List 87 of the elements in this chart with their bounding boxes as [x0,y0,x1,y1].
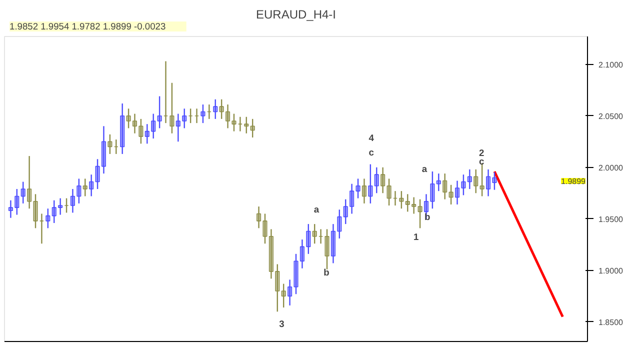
annotation: a [422,164,428,174]
candlestick [182,108,187,129]
candlestick [76,178,82,204]
candlestick [424,194,429,220]
candlestick [8,200,13,218]
candlestick [492,172,497,190]
candlestick [157,96,162,129]
candlestick [374,166,379,194]
candlestick [144,123,150,144]
candlestick [442,172,448,200]
annotation: a [314,204,320,214]
candlestick [275,264,280,312]
candlestick [281,283,286,308]
annotation: 3 [279,319,284,329]
y-tick-label: 2.0500 [598,112,624,121]
candlestick [95,158,100,190]
candlestick [126,108,131,129]
y-tick-label: 1.9500 [598,214,624,224]
candlestick [306,223,311,255]
candlestick [244,116,249,134]
candlestick [368,164,373,204]
candlestick [288,279,292,306]
candlestick [412,196,416,214]
candlestick [27,155,32,210]
candlestick [52,200,56,224]
candlestick [461,174,466,196]
candlestick [380,166,386,194]
candlestick [200,104,206,124]
candlestick [436,172,441,192]
candlestick [108,134,112,155]
candlestick [256,206,262,229]
candlestick [151,113,156,140]
candlestick [101,126,106,174]
candlestick [474,168,478,194]
text: 1.9852 1.9954 1.9782 1.9899 -0.0023 [10,22,166,32]
annotation: c [368,148,374,158]
candlestick [58,198,63,216]
candlestick [324,228,330,270]
annotation: b [324,268,330,278]
annotation: c [479,156,484,166]
annotation: b [424,212,430,222]
candlestick [226,104,230,129]
candlestick [337,209,342,240]
candlestick [82,178,88,197]
candlestick [213,98,218,120]
candlestick [312,223,317,244]
candlestick [232,113,236,132]
chart-title: EURAUD_H4-I [256,8,336,22]
candlestick [14,188,20,216]
candlestick [46,208,50,229]
y-tick-label: 2.0000 [598,163,624,172]
candlestick [486,168,491,197]
candlestick [362,178,366,204]
candlestick [120,102,125,155]
candlestick [350,183,354,214]
candlestick [89,174,94,197]
annotation: 1 [414,232,419,242]
candlestick [454,180,460,206]
y-tick-label: 1.9000 [598,266,624,276]
candlestick [399,190,404,210]
annotation: 1.9899 [561,177,586,186]
candlestick [132,113,138,134]
candlestick [262,213,268,244]
candlestick [467,168,472,190]
candlestick [405,194,410,212]
candlestick [418,198,422,229]
candlestick [448,184,454,206]
candlestick [250,118,255,138]
candlestick [138,118,144,144]
y-tick-label: 1.8500 [598,318,624,327]
candlestick [300,238,304,269]
candlestick [33,194,38,229]
candlestick [268,228,274,280]
candlestick [330,223,336,264]
candlestick [219,98,224,120]
annotation: 2 [479,148,484,158]
candlestick [170,82,174,134]
candlestick [386,178,392,206]
candlestick [70,188,75,214]
candlestick [176,113,180,142]
candlestick [430,170,435,210]
y-tick-label: 2.1000 [598,60,624,70]
candlestick [294,253,298,295]
candlestick [356,178,360,199]
candlestick [343,198,348,225]
annotation: 4 [368,133,375,143]
candlestick [20,181,26,204]
